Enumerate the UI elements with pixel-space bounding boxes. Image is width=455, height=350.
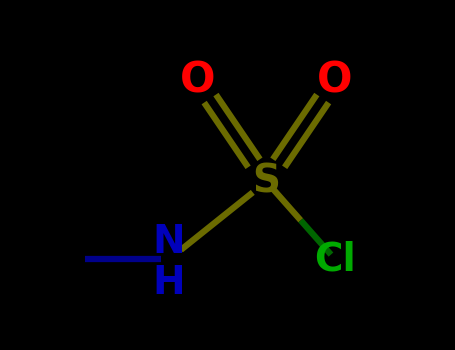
Text: Cl: Cl (314, 240, 356, 278)
Text: H: H (153, 264, 186, 302)
Text: O: O (180, 60, 215, 102)
Text: O: O (317, 60, 353, 102)
Text: S: S (253, 162, 280, 201)
Text: N: N (153, 223, 186, 261)
